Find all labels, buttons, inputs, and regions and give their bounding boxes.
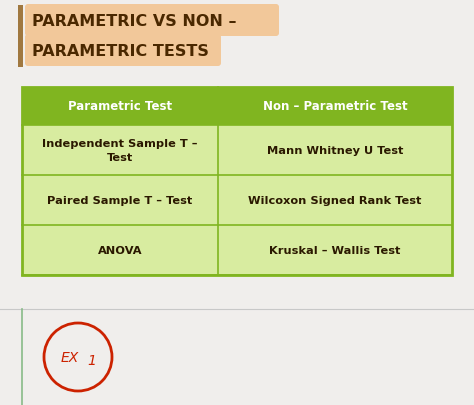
Text: ANOVA: ANOVA — [98, 245, 142, 256]
Text: Paired Sample T – Test: Paired Sample T – Test — [47, 196, 192, 205]
FancyBboxPatch shape — [25, 35, 221, 67]
Text: PARAMETRIC TESTS: PARAMETRIC TESTS — [32, 45, 209, 60]
Text: Non – Parametric Test: Non – Parametric Test — [263, 100, 407, 113]
Text: PARAMETRIC VS NON –: PARAMETRIC VS NON – — [32, 15, 237, 30]
Bar — [22, 175, 452, 226]
Text: Kruskal – Wallis Test: Kruskal – Wallis Test — [269, 245, 401, 256]
Bar — [22, 88, 452, 275]
Bar — [22, 126, 452, 175]
FancyBboxPatch shape — [25, 5, 279, 37]
Bar — [22, 226, 452, 275]
Text: EX: EX — [61, 350, 79, 364]
Text: Wilcoxon Signed Rank Test: Wilcoxon Signed Rank Test — [248, 196, 421, 205]
Text: Mann Whitney U Test: Mann Whitney U Test — [267, 146, 403, 156]
Text: Parametric Test: Parametric Test — [68, 100, 172, 113]
Bar — [22, 88, 452, 126]
Text: 1: 1 — [88, 353, 96, 367]
Bar — [18, 6, 23, 68]
Text: Independent Sample T –
Test: Independent Sample T – Test — [42, 139, 198, 162]
